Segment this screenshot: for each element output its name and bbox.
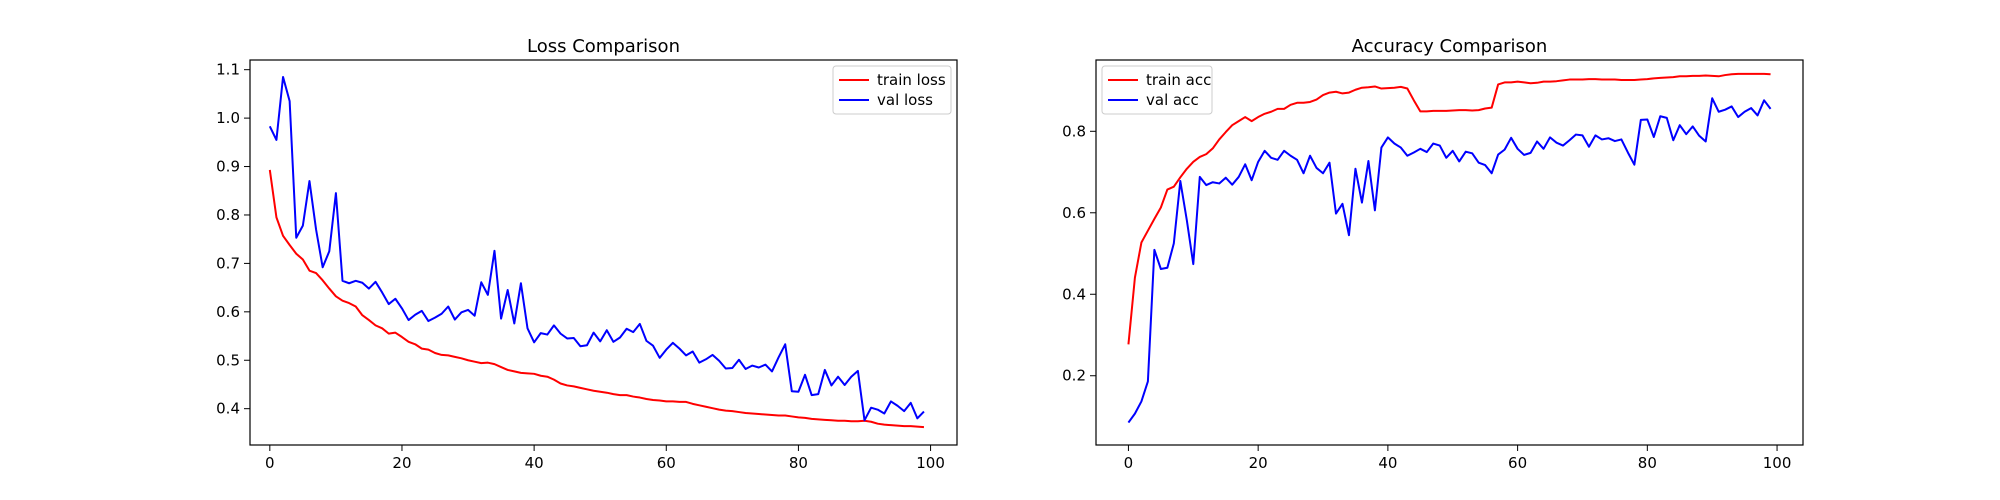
accuracy-ytick-label: 0.2 (1062, 367, 1086, 385)
loss-chart: 0 20 40 60 80 100 0.4 0.5 0.6 0.7 0.8 0.9 1.0 1.1 Lo… (216, 36, 958, 472)
accuracy-ytick-label: 0.6 (1062, 204, 1086, 222)
accuracy-xtick-label: 0 (1124, 454, 1134, 472)
loss-legend-box (832, 65, 952, 115)
loss-xtick-label: 20 (392, 454, 411, 472)
loss-ytick-label: 1.1 (216, 61, 240, 79)
loss-ytick-label: 0.5 (216, 351, 240, 369)
accuracy-legend-box (1101, 65, 1213, 115)
loss-legend: train loss val loss (832, 65, 952, 115)
accuracy-xtick-label: 40 (1378, 454, 1397, 472)
loss-legend-label: val loss (877, 91, 933, 109)
loss-ytick-label: 0.6 (216, 303, 240, 321)
loss-series-val-loss-line (268, 75, 925, 422)
loss-plot-frame (249, 59, 958, 446)
accuracy-legend: train acc val acc (1101, 65, 1213, 115)
accuracy-chart: 0 20 40 60 80 100 0.2 0.4 0.6 0.8 Accuracy Compa… (1062, 36, 1804, 472)
loss-ytick-label: 0.4 (216, 400, 240, 418)
accuracy-series-train-acc-line (1127, 72, 1771, 345)
accuracy-xtick-label: 60 (1508, 454, 1527, 472)
loss-xtick-label: 100 (916, 454, 945, 472)
accuracy-legend-label: train acc (1146, 71, 1211, 89)
accuracy-legend-label: val acc (1146, 91, 1199, 109)
accuracy-xtick-label: 20 (1249, 454, 1268, 472)
loss-xtick-label: 0 (265, 454, 275, 472)
accuracy-ytick-label: 0.8 (1062, 122, 1086, 140)
loss-chart-title: Loss Comparison (527, 36, 680, 57)
accuracy-ytick-label: 0.4 (1062, 285, 1086, 303)
loss-ytick-label: 0.8 (216, 206, 240, 224)
loss-ytick-label: 0.7 (216, 254, 240, 272)
loss-ytick-label: 1.0 (216, 109, 240, 127)
loss-xtick-label: 60 (657, 454, 676, 472)
loss-xtick-label: 40 (525, 454, 544, 472)
accuracy-xtick-label: 80 (1638, 454, 1657, 472)
accuracy-chart-title: Accuracy Comparison (1352, 36, 1548, 57)
loss-series-train-loss-line (268, 169, 925, 429)
loss-legend-label: train loss (877, 71, 946, 89)
accuracy-plot-frame (1095, 59, 1804, 446)
loss-xtick-label: 80 (789, 454, 808, 472)
loss-ytick-label: 0.9 (216, 158, 240, 176)
accuracy-xtick-label: 100 (1763, 454, 1792, 472)
accuracy-series-val-acc-line (1127, 97, 1772, 424)
